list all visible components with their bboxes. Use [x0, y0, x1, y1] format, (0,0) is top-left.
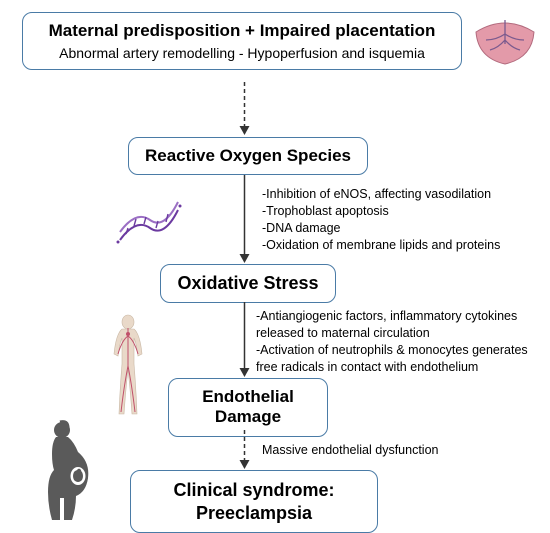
- box-maternal-predisposition: Maternal predisposition + Impaired place…: [22, 12, 462, 70]
- annotation-oxidative-effects: -Antiangiogenic factors, inflammatory cy…: [256, 308, 528, 376]
- human-body-icon: [106, 314, 150, 418]
- box5-title: Clinical syndrome: Preeclampsia: [145, 479, 363, 524]
- annotation-dysfunction: Massive endothelial dysfunction: [262, 442, 439, 459]
- arrow-1: [245, 82, 252, 142]
- box-oxidative-stress: Oxidative Stress: [160, 264, 336, 303]
- placenta-icon: [472, 18, 538, 68]
- ann2-l2: released to maternal circulation: [256, 325, 528, 342]
- pregnant-woman-icon: [34, 420, 102, 524]
- arrow-2: [245, 175, 252, 270]
- box5-line1: Clinical syndrome:: [173, 480, 334, 500]
- ann2-l4: free radicals in contact with endotheliu…: [256, 359, 528, 376]
- ann3-l1: Massive endothelial dysfunction: [262, 442, 439, 459]
- box4-line1: Endothelial: [202, 387, 294, 406]
- box4-title: Endothelial Damage: [183, 387, 313, 428]
- box2-title: Reactive Oxygen Species: [143, 146, 353, 166]
- ann1-l4: -Oxidation of membrane lipids and protei…: [262, 237, 500, 254]
- ann2-l1: -Antiangiogenic factors, inflammatory cy…: [256, 308, 528, 325]
- ann1-l2: -Trophoblast apoptosis: [262, 203, 500, 220]
- ann2-l3: -Activation of neutrophils & monocytes g…: [256, 342, 528, 359]
- ann1-l3: -DNA damage: [262, 220, 500, 237]
- box-preeclampsia: Clinical syndrome: Preeclampsia: [130, 470, 378, 533]
- box5-line2: Preeclampsia: [196, 503, 312, 523]
- box-endothelial-damage: Endothelial Damage: [168, 378, 328, 437]
- box-reactive-oxygen: Reactive Oxygen Species: [128, 137, 368, 175]
- annotation-ros-effects: -Inhibition of eNOS, affecting vasodilat…: [262, 186, 500, 254]
- box3-title: Oxidative Stress: [175, 273, 321, 294]
- arrow-3: [245, 302, 252, 384]
- box1-title: Maternal predisposition + Impaired place…: [37, 21, 447, 41]
- dna-icon: [114, 200, 184, 248]
- box4-line2: Damage: [215, 407, 281, 426]
- ann1-l1: -Inhibition of eNOS, affecting vasodilat…: [262, 186, 500, 203]
- box1-subtitle: Abnormal artery remodelling - Hypoperfus…: [37, 45, 447, 61]
